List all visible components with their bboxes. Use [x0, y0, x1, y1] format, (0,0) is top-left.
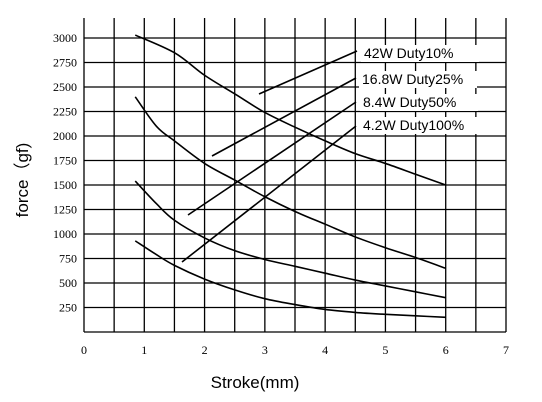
y-tick-label: 1500	[53, 178, 77, 192]
y-tick-label: 1250	[53, 203, 77, 217]
x-tick-label: 1	[141, 343, 147, 357]
series-line-1	[134, 34, 446, 186]
y-tick-label: 1000	[53, 227, 77, 241]
y-tick-label: 2250	[53, 105, 77, 119]
legend-entry: 4.2W Duty100%	[363, 117, 464, 133]
y-tick-label: 3000	[53, 31, 77, 45]
series-line-3	[134, 180, 446, 299]
x-axis-title: Stroke(mm)	[211, 373, 300, 392]
chart-curves	[134, 34, 446, 319]
series-line-4	[134, 240, 446, 319]
legend: 42W Duty10% 16.8W Duty25% 8.4W Duty50% 4.2W…	[359, 45, 479, 134]
y-tick-label: 2000	[53, 129, 77, 143]
legend-leader-line	[187, 101, 357, 216]
x-tick-labels: 0 1 2 3 4 5 6 7	[81, 343, 509, 357]
x-tick-label: 6	[443, 343, 449, 357]
legend-entry: 42W Duty10%	[364, 45, 453, 61]
legend-label-background	[361, 45, 479, 62]
y-axis-title: force（gf)	[13, 143, 32, 218]
y-tick-label: 250	[59, 301, 77, 315]
x-tick-label: 5	[382, 343, 388, 357]
y-tick-label: 1750	[53, 154, 77, 168]
x-tick-label: 2	[202, 343, 208, 357]
legend-leader-lines	[181, 50, 358, 263]
chart-grid	[83, 18, 507, 333]
x-tick-label: 0	[81, 343, 87, 357]
y-tick-label: 750	[59, 252, 77, 266]
legend-label-background	[360, 117, 478, 134]
legend-label-background	[360, 94, 478, 111]
legend-entry: 16.8W Duty25%	[362, 71, 463, 87]
x-tick-label: 7	[503, 343, 509, 357]
legend-leader-line	[258, 50, 358, 95]
legend-label-background	[359, 71, 477, 88]
x-tick-label: 3	[262, 343, 268, 357]
y-tick-label: 500	[59, 276, 77, 290]
legend-entry: 8.4W Duty50%	[363, 94, 456, 110]
y-tick-labels: 250 500 750 1000 1250 1500 1750 2000 2250 2500 275…	[53, 31, 77, 315]
legend-leader-line	[211, 77, 357, 157]
series-line-2	[134, 96, 446, 270]
y-tick-label: 2500	[53, 80, 77, 94]
legend-leader-line	[181, 125, 357, 263]
x-tick-label: 4	[322, 343, 328, 357]
y-tick-label: 2750	[53, 56, 77, 70]
